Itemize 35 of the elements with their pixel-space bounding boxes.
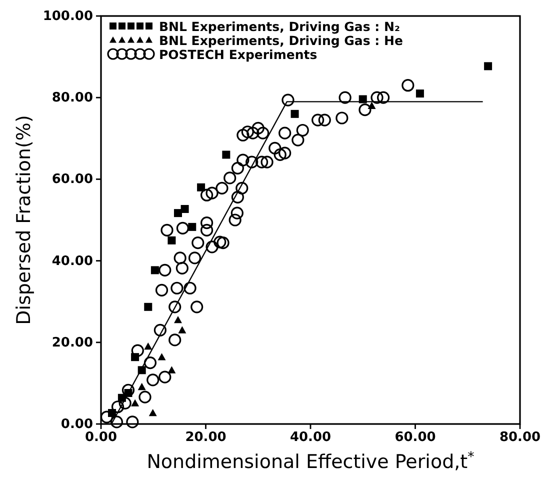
point — [222, 150, 230, 159]
point — [168, 366, 176, 374]
point — [416, 90, 424, 98]
y-tick-label: 40.00 — [52, 254, 93, 269]
point — [138, 382, 146, 390]
legend-label: BNL Experiments, Driving Gas : N₂ — [159, 19, 400, 34]
point — [197, 183, 206, 192]
point — [158, 353, 166, 360]
legend-label: POSTECH Experiments — [159, 47, 318, 62]
point — [150, 266, 159, 274]
point — [131, 399, 140, 406]
point — [484, 62, 492, 70]
point — [148, 408, 157, 416]
point — [180, 204, 189, 213]
x-tick-label: 40.00 — [290, 430, 332, 445]
y-tick-label: 0.00 — [60, 417, 93, 432]
point — [178, 326, 186, 334]
y-tick-label: 60.00 — [52, 172, 93, 188]
x-tick-label: 0.00 — [84, 430, 118, 445]
point — [144, 302, 152, 311]
point — [174, 209, 182, 218]
x-tick-label: 80.00 — [499, 430, 541, 445]
point — [290, 110, 299, 118]
y-tick-label: 80.00 — [52, 90, 93, 106]
x-tick-label: 20.00 — [185, 430, 226, 445]
point — [168, 236, 176, 244]
y-tick-label: 20.00 — [52, 335, 93, 350]
x-axis-title: Nondimensional Effective Period,t$^{*}$ — [146, 450, 475, 473]
y-tick-label: 100.00 — [42, 9, 93, 24]
y-axis-title: Dispersed Fraction(%) — [13, 115, 35, 325]
point — [174, 316, 182, 324]
legend-label: BNL Experiments, Driving Gas : He — [159, 33, 403, 48]
point — [188, 222, 196, 231]
x-tick-label: 60.00 — [394, 430, 436, 445]
point — [144, 342, 152, 350]
